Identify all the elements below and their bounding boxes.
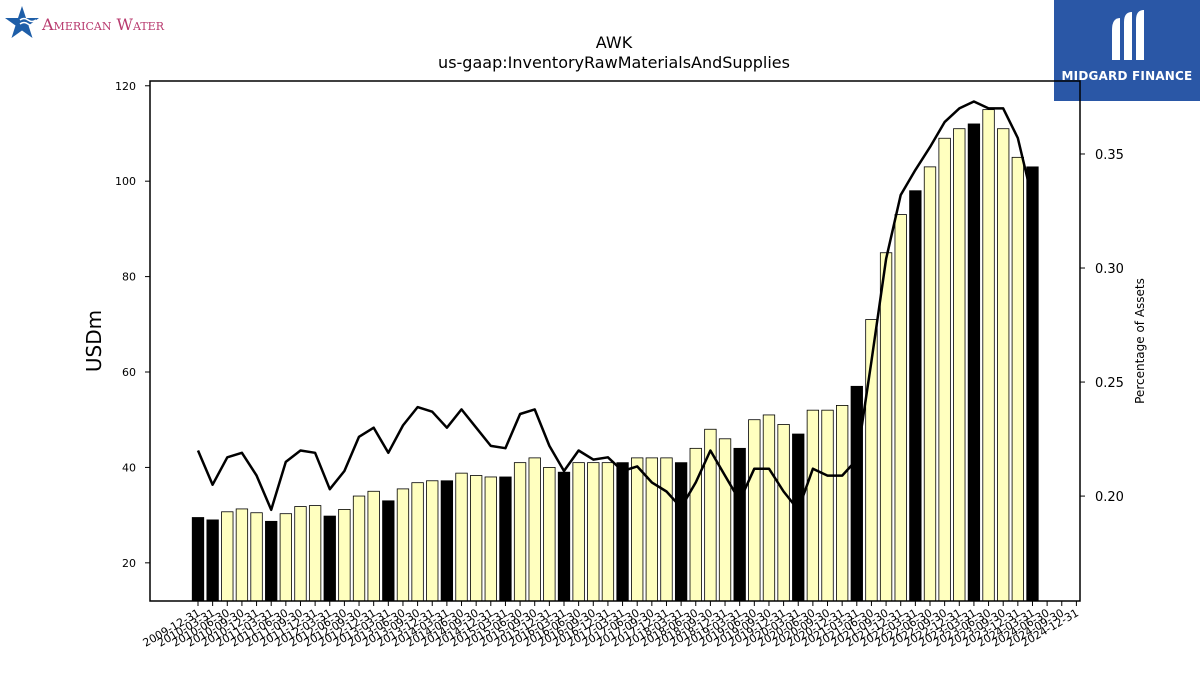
bar [894, 214, 907, 602]
y-tick-label: 20 [122, 557, 136, 570]
chart-subtitle: us-gaap:InventoryRawMaterialsAndSupplies [438, 53, 790, 72]
bar [777, 424, 790, 602]
bar [513, 462, 527, 602]
y-tick-label: 100 [115, 175, 136, 188]
bar [426, 480, 439, 602]
percentage-line [196, 100, 1034, 512]
bar [982, 109, 995, 602]
bar [879, 252, 893, 602]
bar [543, 467, 556, 602]
bar [499, 476, 512, 602]
midgard-emblem-icon [1112, 10, 1144, 60]
bar [279, 513, 292, 602]
y2-tick-label: 0.20 [1095, 490, 1124, 505]
bar [352, 495, 366, 602]
star-icon [5, 6, 39, 38]
bar [557, 471, 571, 602]
y2-tick-label: 0.35 [1095, 148, 1124, 163]
y2-tick-label: 0.30 [1095, 262, 1124, 277]
left-axis-ticks: 20 40 60 80 100 120 [115, 80, 150, 570]
bar-series [191, 109, 1039, 602]
bar [616, 462, 629, 602]
midgard-finance-logo: MIDGARD FINANCE [1054, 0, 1200, 101]
bar [396, 488, 410, 602]
bar [250, 512, 263, 602]
midgard-finance-logo-text: MIDGARD FINANCE [1061, 69, 1193, 83]
bar [836, 405, 849, 602]
bar [528, 457, 541, 602]
bar [294, 506, 307, 602]
american-water-logo-text: American Water [41, 15, 165, 34]
bar [411, 482, 424, 602]
y-tick-label: 80 [122, 271, 136, 284]
bar [235, 508, 249, 602]
bar [1011, 156, 1024, 602]
y-tick-label: 60 [122, 366, 136, 379]
bar [806, 409, 820, 602]
bar [338, 509, 351, 602]
bar [601, 462, 615, 602]
bar [323, 515, 336, 602]
bar [587, 462, 600, 602]
bar [572, 462, 585, 602]
bar [821, 409, 834, 602]
bar [733, 447, 746, 602]
bar [191, 517, 205, 602]
plot-frame [149, 80, 1081, 602]
bar [938, 137, 951, 602]
bar [367, 490, 380, 602]
bar [440, 480, 454, 602]
bar [265, 520, 278, 602]
bar [660, 457, 673, 602]
right-axis-ticks: 0.20 0.25 0.30 0.35 [1080, 148, 1124, 505]
bar [674, 462, 688, 602]
bar [1026, 166, 1039, 602]
y-axis-label: USDm [82, 310, 106, 372]
x-axis-ticks: 2009-12-312010-03-312010-06-302010-09-30… [141, 601, 1081, 650]
wave-icon [19, 17, 37, 27]
bar [470, 475, 483, 602]
bar [762, 414, 776, 602]
chart-title: AWK [596, 33, 633, 52]
bar [206, 519, 219, 602]
bar [850, 385, 863, 602]
line-series [196, 100, 1034, 512]
bar [923, 166, 937, 602]
bar [631, 457, 644, 602]
y-tick-label: 40 [122, 461, 136, 474]
bar [909, 190, 922, 602]
bar [484, 476, 497, 602]
y2-tick-label: 0.25 [1095, 376, 1124, 391]
bar [382, 500, 395, 602]
bar [967, 123, 981, 602]
bar [221, 511, 234, 602]
bar [455, 472, 468, 602]
bar [997, 128, 1010, 602]
bar [792, 433, 805, 602]
bar [953, 128, 966, 602]
bar [718, 438, 732, 602]
american-water-logo: American Water [4, 4, 204, 44]
y-tick-label: 120 [115, 80, 136, 93]
y2-axis-label: Percentage of Assets [1133, 278, 1147, 404]
bar [748, 419, 761, 602]
bar [308, 505, 322, 602]
